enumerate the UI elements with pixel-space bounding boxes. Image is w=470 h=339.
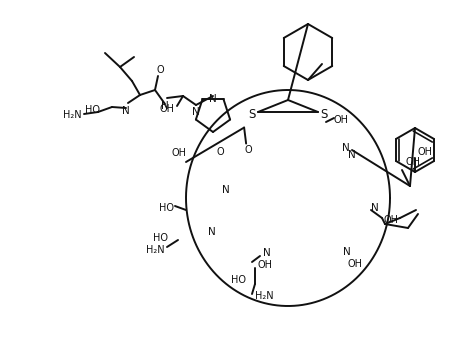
Text: N: N <box>122 106 130 116</box>
Text: N: N <box>209 94 217 104</box>
Text: N: N <box>161 101 169 111</box>
Text: O: O <box>244 144 252 155</box>
Text: S: S <box>249 107 256 120</box>
Text: N: N <box>222 185 230 195</box>
Text: OH: OH <box>384 215 399 225</box>
Text: O: O <box>216 147 224 157</box>
Text: OH: OH <box>418 147 433 157</box>
Text: OH: OH <box>171 148 186 158</box>
Text: N: N <box>371 203 379 213</box>
Text: H₂N: H₂N <box>255 291 274 301</box>
Text: N: N <box>192 107 200 117</box>
Text: HO: HO <box>85 105 100 115</box>
Text: OH: OH <box>348 259 363 269</box>
Text: N: N <box>348 150 356 160</box>
Text: N: N <box>343 247 351 257</box>
Text: O: O <box>156 65 164 75</box>
Text: OH: OH <box>334 115 349 125</box>
Text: HO: HO <box>153 233 168 243</box>
Text: N: N <box>342 143 350 153</box>
Text: S: S <box>320 107 328 120</box>
Text: H₂N: H₂N <box>63 110 82 120</box>
Text: HO: HO <box>231 275 246 285</box>
Text: OH: OH <box>405 157 420 167</box>
Text: N: N <box>263 248 271 258</box>
Text: HO: HO <box>159 203 174 213</box>
Text: N: N <box>208 227 216 237</box>
Text: H₂N: H₂N <box>146 245 165 255</box>
Text: OH: OH <box>257 260 272 270</box>
Text: OH: OH <box>160 104 175 114</box>
